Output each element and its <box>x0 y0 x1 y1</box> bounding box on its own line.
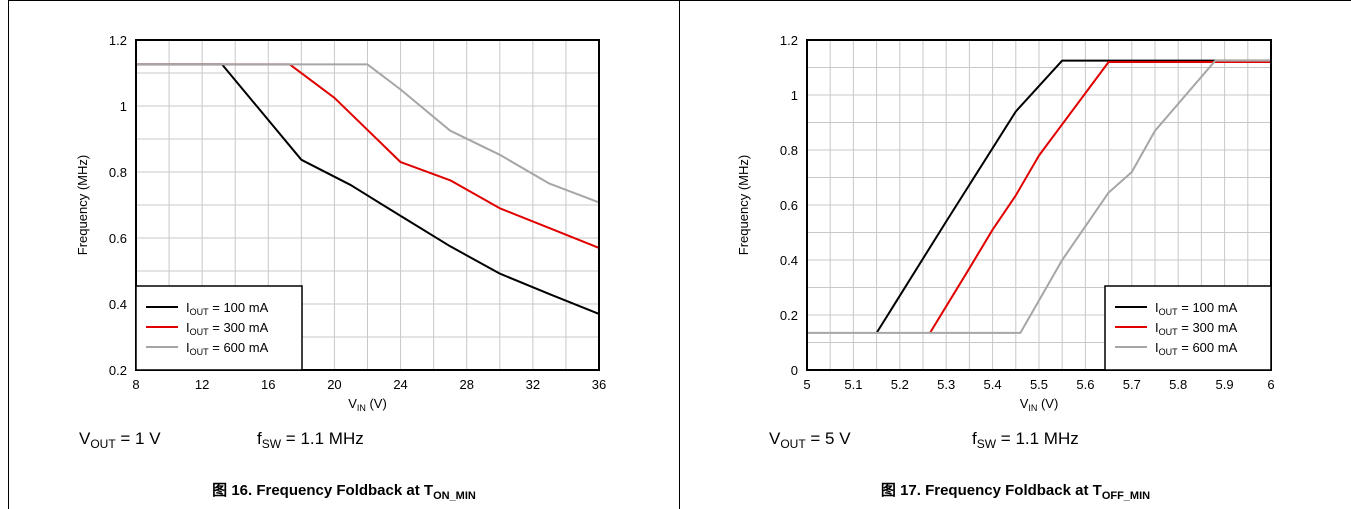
x-axis-title: VIN (V) <box>348 396 387 413</box>
legend-label-0: IOUT = 100 mA <box>186 300 269 317</box>
y-tick-label: 0.4 <box>780 253 798 268</box>
condition-vout: VOUT = 1 V <box>79 429 161 451</box>
plot-frame <box>806 39 1272 371</box>
series-line-2 <box>807 59 1271 334</box>
y-tick-label: 0.6 <box>780 198 798 213</box>
x-tick-label: 16 <box>261 377 275 392</box>
x-tick-label: 5.5 <box>1030 377 1048 392</box>
y-tick-label: 1 <box>791 88 798 103</box>
y-tick-label: 1.2 <box>780 33 798 48</box>
series-line-1 <box>136 63 600 249</box>
x-tick-label: 5.9 <box>1216 377 1234 392</box>
y-tick-label: 0.8 <box>780 143 798 158</box>
series-line-0 <box>136 63 600 315</box>
legend-label-2: IOUT = 600 mA <box>186 340 269 357</box>
x-tick-label: 6 <box>1267 377 1274 392</box>
y-axis-title: Frequency (MHz) <box>736 155 751 255</box>
condition-vout: VOUT = 5 V <box>769 429 851 451</box>
y-tick-label: 0.4 <box>109 297 127 312</box>
y-tick-label: 0.2 <box>780 308 798 323</box>
condition-fsw: fSW = 1.1 MHz <box>972 429 1079 451</box>
x-tick-label: 5.3 <box>937 377 955 392</box>
series-line-0 <box>875 59 1271 334</box>
figure-panel-17: 5 5.1 5.2 5.3 5.4 5.5 5.6 5.7 5.8 5.9 6 0 0.2 0.4 0.6 0… <box>680 0 1351 509</box>
y-axis-title: Frequency (MHz) <box>75 155 90 255</box>
x-tick-label: 36 <box>592 377 606 392</box>
x-tick-label: 24 <box>393 377 407 392</box>
figure-caption: 图 17. Frequency Foldback at TOFF_MIN <box>880 482 1151 502</box>
condition-fsw: fSW = 1.1 MHz <box>257 429 364 451</box>
x-tick-label: 28 <box>459 377 473 392</box>
series-line-1 <box>929 61 1271 334</box>
y-tick-label: 0.6 <box>109 231 127 246</box>
chart-17: 5 5.1 5.2 5.3 5.4 5.5 5.6 5.7 5.8 5.9 6 0 0.2 0.4 0.6 0… <box>736 33 1275 413</box>
figure-caption: 图 16. Frequency Foldback at TON_MIN <box>212 482 476 502</box>
frame-left-border <box>8 0 9 509</box>
x-tick-label: 5.4 <box>984 377 1002 392</box>
x-tick-label: 5.2 <box>891 377 909 392</box>
figure-panel-16: 8 12 16 20 24 28 32 36 0.2 0.4 0.6 0.8 1 1.2 VIN (V) Fr… <box>9 0 679 509</box>
y-tick-label: 0.2 <box>109 363 127 378</box>
legend: IOUT = 100 mA IOUT = 300 mA IOUT = 600 mA <box>135 285 303 371</box>
x-tick-label: 5.6 <box>1076 377 1094 392</box>
x-tick-label: 32 <box>526 377 540 392</box>
frame-divider <box>679 0 680 509</box>
chart-16: 8 12 16 20 24 28 32 36 0.2 0.4 0.6 0.8 1 1.2 VIN (V) Fr… <box>75 33 606 413</box>
x-tick-label: 8 <box>132 377 139 392</box>
x-tick-label: 5.7 <box>1123 377 1141 392</box>
x-axis-title: VIN (V) <box>1020 396 1059 413</box>
x-tick-label: 5.8 <box>1169 377 1187 392</box>
x-tick-label: 12 <box>195 377 209 392</box>
x-tick-label: 20 <box>327 377 341 392</box>
x-tick-label: 5 <box>803 377 810 392</box>
x-tick-label: 5.1 <box>844 377 862 392</box>
y-tick-label: 1.2 <box>109 33 127 48</box>
y-tick-label: 1 <box>120 99 127 114</box>
plot-frame <box>135 39 600 371</box>
y-tick-label: 0.8 <box>109 165 127 180</box>
series-line-2 <box>136 63 600 204</box>
legend-label-1: IOUT = 300 mA <box>1155 320 1238 337</box>
legend: IOUT = 100 mA IOUT = 300 mA IOUT = 600 mA <box>1104 285 1272 371</box>
y-tick-label: 0 <box>791 363 798 378</box>
legend-label-2: IOUT = 600 mA <box>1155 340 1238 357</box>
legend-label-1: IOUT = 300 mA <box>186 320 269 337</box>
legend-label-0: IOUT = 100 mA <box>1155 300 1238 317</box>
